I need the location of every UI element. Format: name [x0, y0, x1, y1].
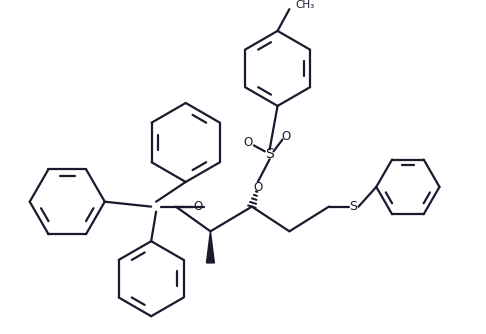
Text: O: O — [243, 136, 253, 149]
Text: O: O — [193, 200, 202, 213]
Text: CH₃: CH₃ — [295, 0, 314, 10]
Text: O: O — [282, 130, 291, 143]
Polygon shape — [207, 231, 214, 263]
Text: S: S — [265, 147, 274, 161]
Text: S: S — [349, 200, 358, 213]
Text: O: O — [253, 181, 262, 194]
